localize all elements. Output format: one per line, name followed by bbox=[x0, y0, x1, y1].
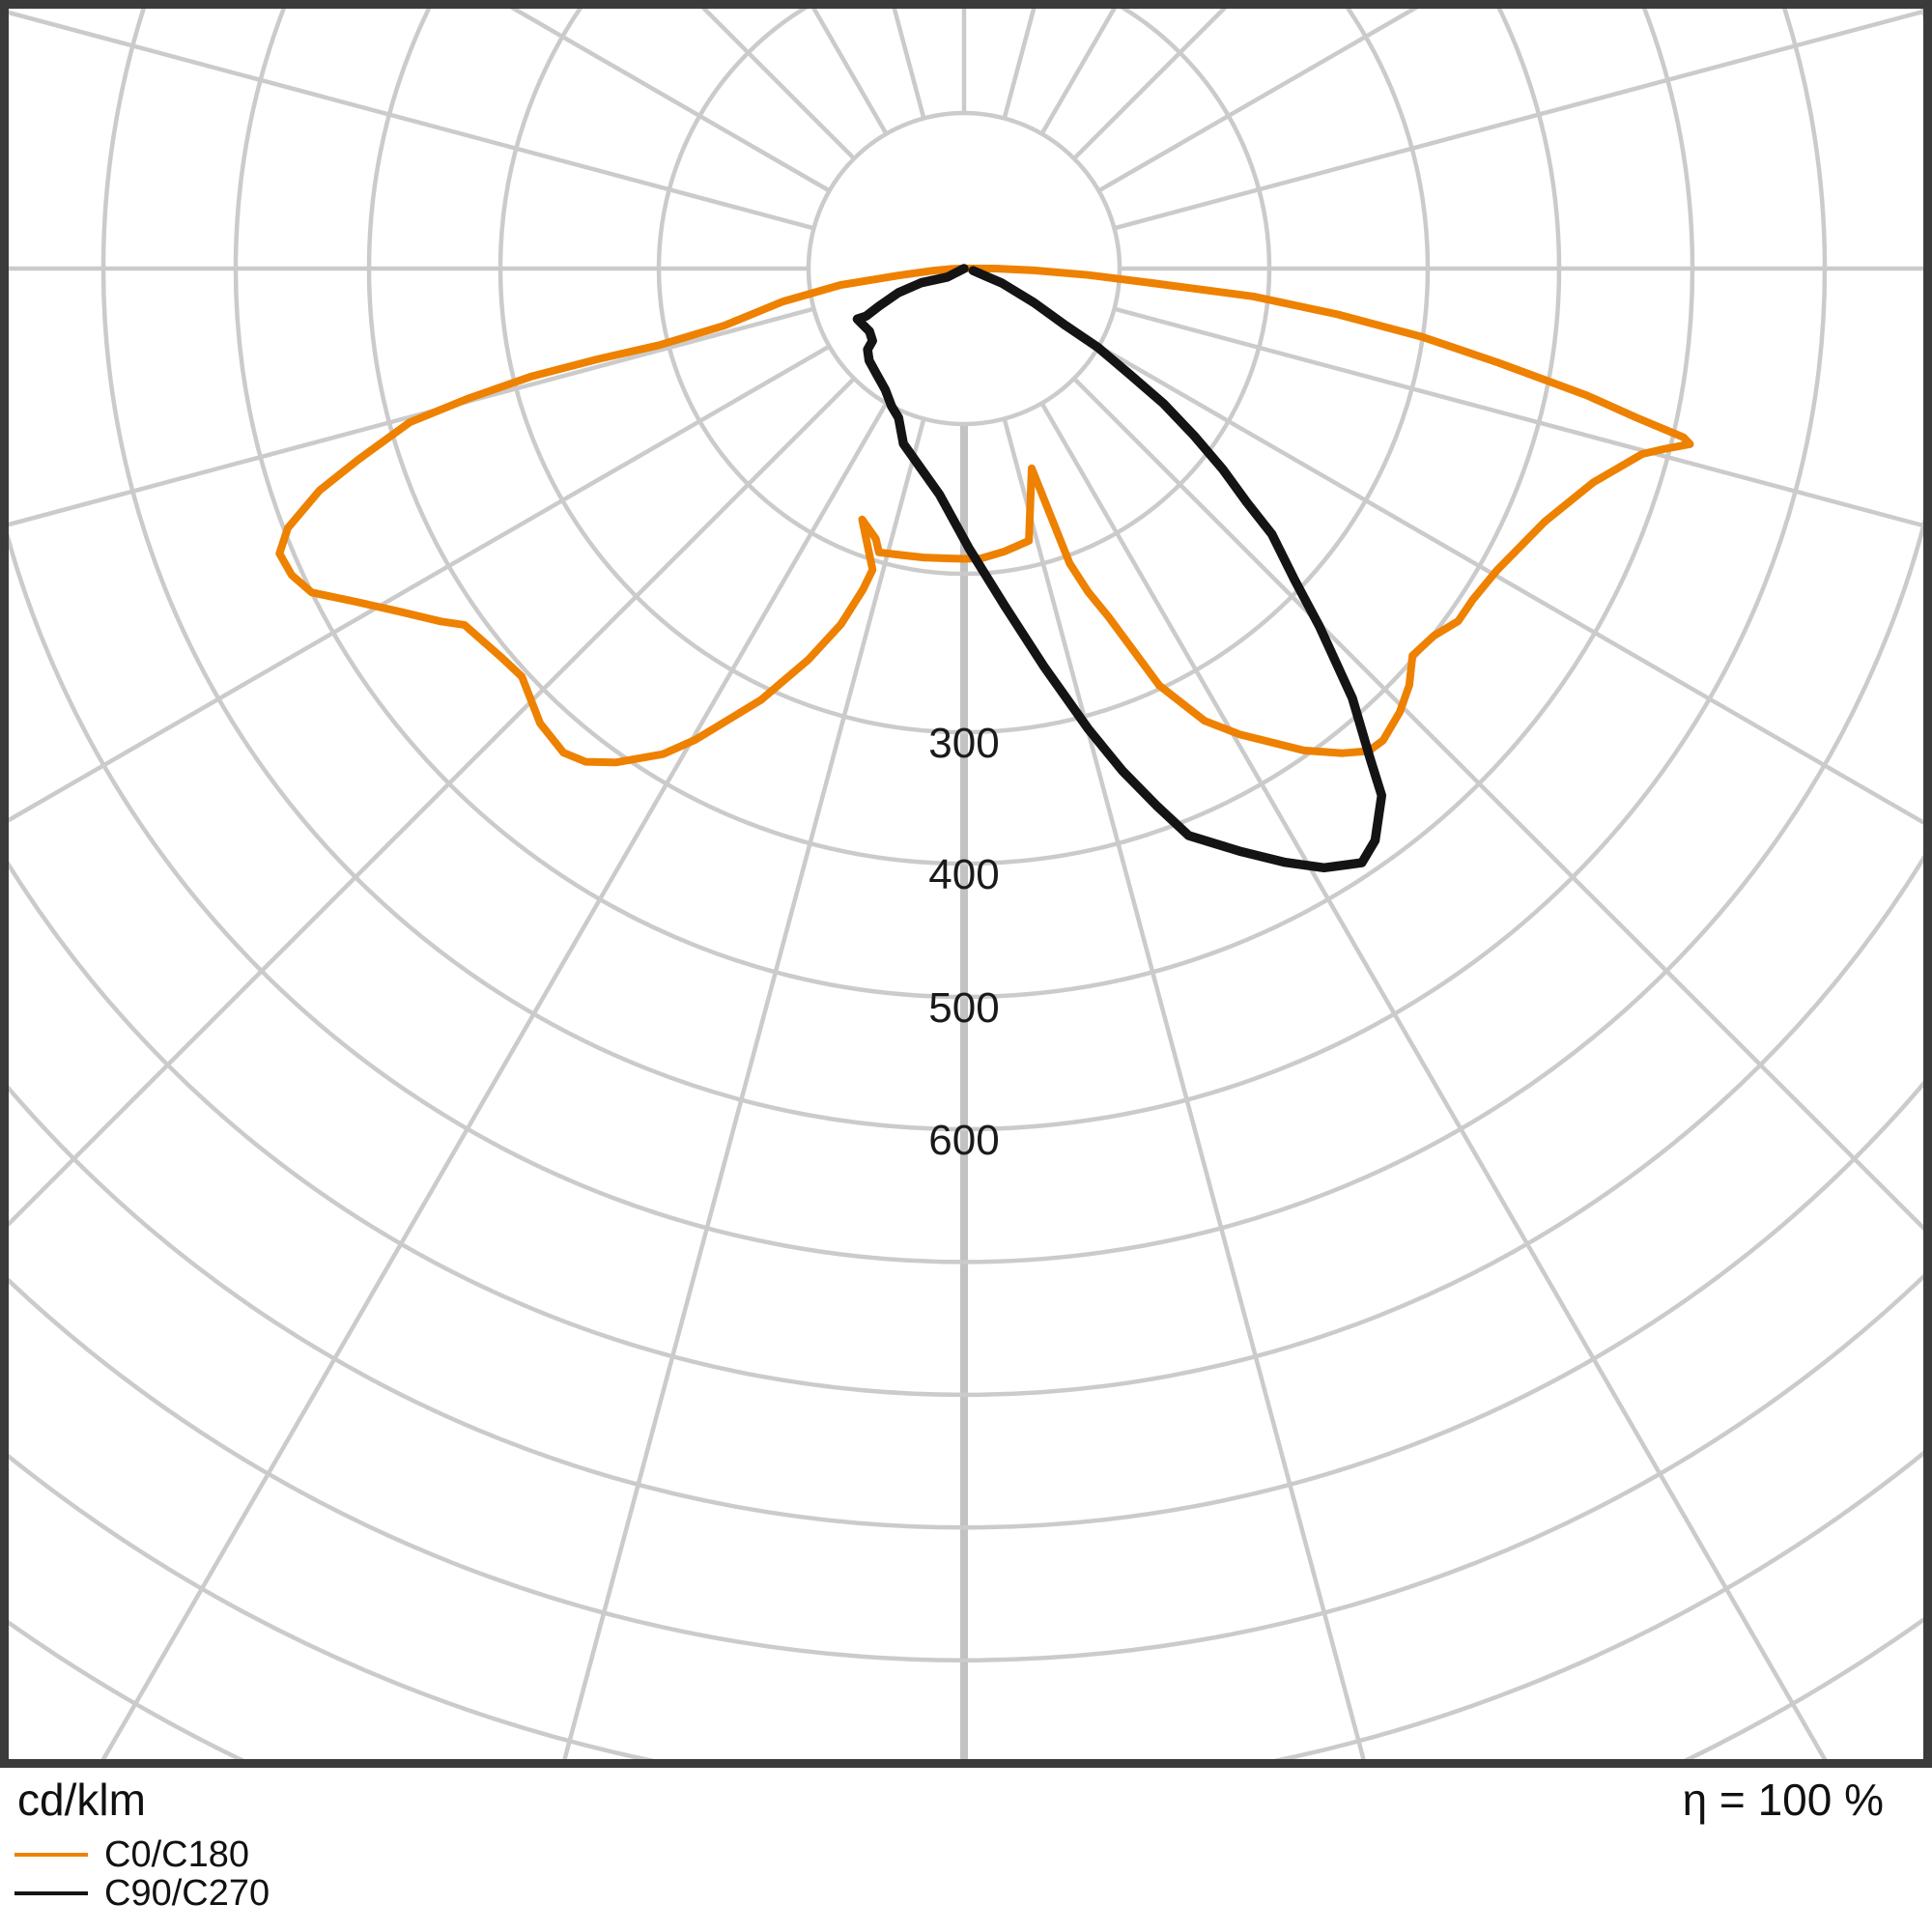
curve-c90-c270 bbox=[852, 264, 1387, 873]
polar-grid-circles bbox=[9, 9, 1923, 1759]
svg-text:600: 600 bbox=[928, 1117, 999, 1164]
curve-c0-c180 bbox=[275, 264, 1694, 767]
legend-item-c90-c270: C90/C270 bbox=[14, 1874, 270, 1913]
polar-plot-frame: 300 400 500 600 bbox=[0, 0, 1932, 1768]
radial-tick-labels: 300 400 500 600 bbox=[928, 720, 999, 1164]
legend-item-c0-c180: C0/C180 bbox=[14, 1835, 270, 1874]
unit-label: cd/klm bbox=[17, 1775, 146, 1825]
legend-label-c0-c180: C0/C180 bbox=[104, 1834, 249, 1875]
legend: C0/C180 C90/C270 bbox=[14, 1835, 270, 1913]
legend-line-swatch-c0-c180 bbox=[14, 1853, 88, 1857]
svg-text:500: 500 bbox=[928, 984, 999, 1032]
legend-line-swatch-c90-c270 bbox=[14, 1891, 88, 1895]
svg-text:300: 300 bbox=[928, 720, 999, 767]
polar-chart: 300 400 500 600 bbox=[9, 9, 1923, 1759]
efficiency-label: η = 100 % bbox=[1682, 1775, 1884, 1825]
svg-text:400: 400 bbox=[928, 851, 999, 898]
legend-label-c90-c270: C90/C270 bbox=[104, 1873, 270, 1914]
